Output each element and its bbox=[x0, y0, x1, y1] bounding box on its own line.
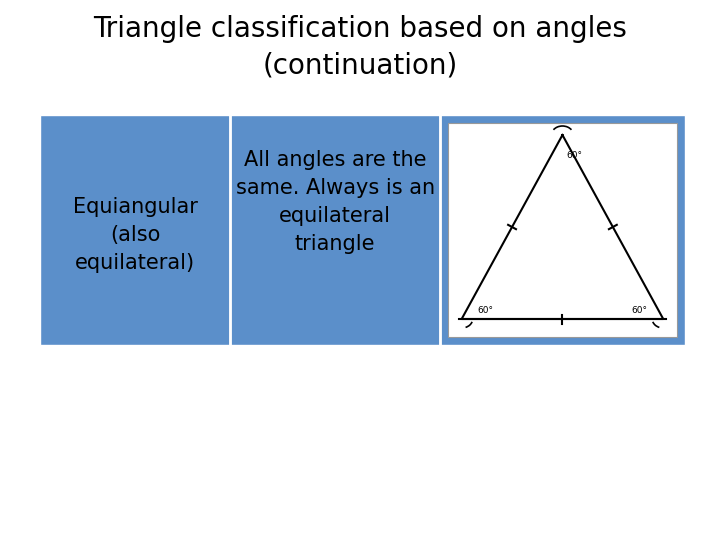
Text: 60°: 60° bbox=[567, 151, 582, 160]
Bar bbox=[40, 115, 230, 345]
Bar bbox=[440, 115, 685, 345]
Text: Triangle classification based on angles
(continuation): Triangle classification based on angles … bbox=[93, 15, 627, 80]
Text: Equiangular
(also
equilateral): Equiangular (also equilateral) bbox=[73, 197, 197, 273]
Text: 60°: 60° bbox=[631, 306, 647, 315]
Bar bbox=[230, 115, 440, 345]
Text: 60°: 60° bbox=[477, 306, 494, 315]
Bar bbox=[448, 123, 677, 337]
Text: All angles are the
same. Always is an
equilateral
triangle: All angles are the same. Always is an eq… bbox=[235, 151, 435, 254]
